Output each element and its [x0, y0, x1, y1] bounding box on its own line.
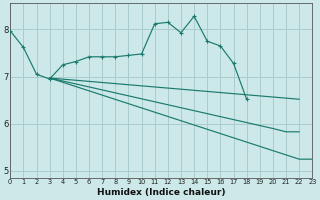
X-axis label: Humidex (Indice chaleur): Humidex (Indice chaleur) — [97, 188, 226, 197]
